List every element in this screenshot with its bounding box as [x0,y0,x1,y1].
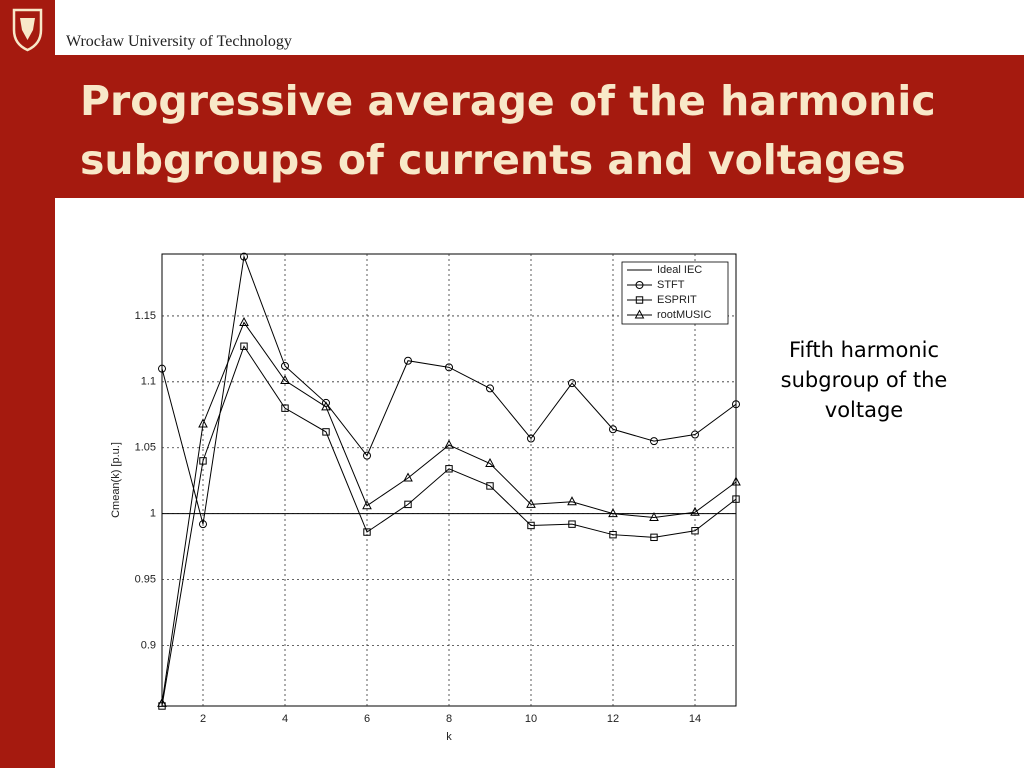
data-point [363,451,371,460]
y-tick-label: 0.9 [141,639,156,651]
data-point [445,363,453,372]
legend-marker [634,309,645,319]
data-point [444,439,454,449]
x-tick-label: 4 [282,713,288,725]
y-axis-label: Cmean(k) [p.u.] [110,442,122,518]
data-point [445,465,453,473]
title-line: subgroups of currents and voltages [80,136,906,184]
series-line [161,321,737,704]
y-tick-label: 0.95 [135,573,156,585]
data-point [731,476,741,486]
data-point [404,500,412,509]
data-point [198,418,208,428]
logo-icon [12,8,43,52]
y-tick-label: 1 [150,508,156,520]
data-point [240,252,248,261]
slide-title: Progressive average of the harmonic subg… [80,72,1010,190]
side-bar [0,55,55,768]
x-tick-label: 8 [446,713,452,725]
data-point [281,404,289,412]
data-point [321,401,331,411]
university-name: Wrocław University of Technology [66,33,292,50]
y-tick-label: 1.15 [135,310,156,322]
x-axis-label: k [446,731,452,743]
data-point [239,316,249,327]
data-point [650,533,658,542]
logo [0,0,55,55]
data-point [527,521,535,530]
data-point [527,434,535,443]
data-point [732,495,740,503]
data-point [158,364,166,373]
x-tick-label: 14 [689,713,701,725]
x-tick-label: 12 [607,713,619,725]
legend-label: ESPRIT [657,294,697,306]
data-point [157,697,167,707]
data-point [691,527,699,535]
data-point [403,472,413,482]
data-point [690,506,700,516]
data-point [281,362,289,371]
note-line: Fifth harmonic [788,338,940,362]
data-point [732,400,740,409]
data-point [691,430,699,439]
data-point [650,437,658,446]
legend-marker [635,281,644,289]
note-line: subgroup of the [780,368,948,392]
data-point [568,520,576,528]
data-point [609,425,617,434]
legend-label: Ideal IEC [657,264,702,276]
data-point [485,457,495,468]
data-point [199,457,207,465]
x-tick-label: 2 [200,713,206,725]
data-point [568,379,576,388]
title-line: Progressive average of the harmonic [80,77,936,125]
data-point [322,428,330,436]
series-line [161,345,737,707]
y-tick-label: 1.05 [135,442,156,454]
data-point [649,511,659,522]
data-point [199,520,207,529]
legend-label: STFT [657,279,685,291]
series-line [161,254,737,525]
x-tick-label: 10 [525,713,537,725]
data-point [567,496,577,506]
data-point [526,498,536,508]
data-point [240,342,248,350]
x-tick-label: 6 [364,713,370,725]
data-point [404,356,412,365]
data-point [280,374,290,385]
data-point [486,384,494,393]
title-band [55,55,1024,198]
note-line: voltage [824,398,904,422]
legend-label: rootMUSIC [657,309,711,321]
y-tick-label: 1.1 [141,376,156,388]
data-point [486,482,494,490]
legend-box [621,261,729,325]
data-point [362,500,372,510]
side-note: Fifth harmonic subgroup of the voltage [744,335,984,425]
data-point [609,530,617,539]
data-point [363,528,371,536]
legend-marker [635,296,644,304]
data-point [608,508,618,518]
